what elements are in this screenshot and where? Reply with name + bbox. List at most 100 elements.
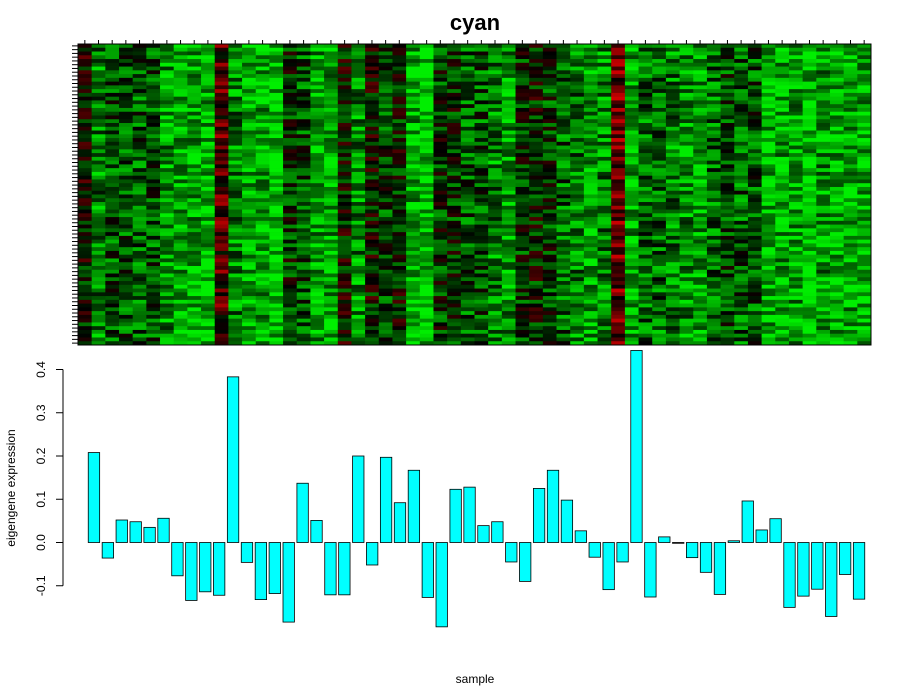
heatmap-cell (214, 337, 229, 342)
heatmap-cell (529, 145, 544, 150)
heatmap-cell (597, 235, 612, 240)
heatmap-cell (187, 202, 202, 207)
heatmap-cell (378, 160, 393, 165)
heatmap-cell (857, 281, 872, 286)
heatmap-cell (337, 239, 352, 244)
heatmap-cell (775, 145, 790, 150)
heatmap-cell (624, 209, 639, 214)
heatmap-cell (761, 96, 776, 101)
heatmap-cell (310, 239, 325, 244)
heatmap-cell (255, 209, 270, 214)
heatmap-cell (761, 205, 776, 210)
heatmap-cell (337, 281, 352, 286)
heatmap-cell (392, 153, 407, 158)
heatmap-cell (679, 292, 694, 297)
heatmap-cell (337, 217, 352, 222)
heatmap-cell (132, 296, 147, 301)
heatmap-cell (105, 171, 120, 176)
heatmap-cell (296, 292, 311, 297)
heatmap-cell (857, 228, 872, 233)
heatmap-cell (788, 311, 803, 316)
heatmap-cell (283, 333, 298, 338)
heatmap-cell (91, 311, 106, 316)
heatmap-cell (734, 119, 749, 124)
heatmap-cell (788, 74, 803, 79)
heatmap-cell (652, 44, 667, 49)
heatmap-cell (570, 186, 585, 192)
heatmap-cell (460, 74, 475, 79)
heatmap-cell (857, 235, 872, 240)
heatmap-cell (406, 149, 421, 154)
heatmap-cell (542, 47, 557, 52)
heatmap-cell (734, 303, 749, 308)
heatmap-cell (570, 194, 585, 199)
heatmap-cell (556, 92, 571, 97)
heatmap-cell (597, 168, 612, 173)
heatmap-cell (515, 202, 530, 207)
heatmap-cell (365, 111, 380, 116)
heatmap-cell (829, 281, 844, 286)
heatmap-cell (351, 130, 366, 135)
heatmap-cell (146, 104, 161, 109)
heatmap-cell (747, 281, 762, 286)
heatmap-cell (665, 141, 680, 146)
heatmap-cell (337, 254, 352, 259)
heatmap-cell (310, 277, 325, 282)
heatmap-cell (802, 153, 817, 158)
heatmap-cell (433, 175, 448, 180)
heatmap-cell (173, 123, 188, 128)
heatmap-cell (775, 202, 790, 207)
heatmap-cell (474, 130, 489, 135)
heatmap-cell (119, 126, 133, 131)
heatmap-cell (146, 329, 161, 335)
heatmap-cell (706, 175, 721, 180)
heatmap-cell (160, 51, 174, 56)
heatmap-cell (419, 232, 434, 237)
heatmap-cell (775, 296, 790, 301)
heatmap-cell (283, 337, 298, 342)
heatmap-cell (201, 232, 216, 237)
heatmap-cell (201, 254, 216, 259)
heatmap-cell (802, 292, 817, 297)
heatmap-cell (296, 326, 311, 331)
heatmap-cell (173, 213, 188, 218)
heatmap-cell (775, 198, 790, 203)
heatmap-cell (324, 44, 339, 49)
heatmap-cell (296, 145, 311, 150)
heatmap-cell (693, 149, 708, 154)
heatmap-cell (433, 141, 448, 146)
heatmap-cell (228, 107, 243, 113)
heatmap-cell (556, 292, 571, 297)
heatmap-cell (419, 284, 434, 289)
heatmap-cell (652, 307, 667, 312)
heatmap-cell (829, 123, 844, 128)
heatmap-cell (829, 311, 844, 316)
heatmap-cell (720, 243, 735, 248)
heatmap-cell (324, 115, 339, 120)
heatmap-cell (255, 277, 270, 282)
heatmap-cell (269, 296, 284, 301)
heatmap-cell (78, 224, 92, 229)
heatmap-cell (761, 85, 776, 90)
heatmap-cell (255, 288, 270, 293)
heatmap-cell (515, 284, 530, 289)
heatmap-cell (679, 247, 694, 252)
heatmap-cell (652, 175, 667, 180)
heatmap-cell (679, 190, 694, 195)
heatmap-cell (706, 145, 721, 150)
heatmap-cell (173, 179, 188, 184)
heatmap-cell (242, 186, 257, 192)
heatmap-cell (132, 145, 147, 150)
heatmap-cell (570, 262, 585, 267)
heatmap-cell (597, 322, 612, 327)
heatmap-cell (78, 247, 92, 252)
heatmap-cell (132, 258, 147, 263)
eigengene-bar (630, 350, 643, 543)
heatmap-cell (611, 160, 626, 165)
heatmap-cell (474, 235, 489, 240)
heatmap-cell (761, 134, 776, 139)
heatmap-cell (720, 202, 735, 207)
heatmap-cell (611, 164, 626, 169)
heatmap-cell (78, 311, 92, 316)
heatmap-cell (378, 104, 393, 109)
